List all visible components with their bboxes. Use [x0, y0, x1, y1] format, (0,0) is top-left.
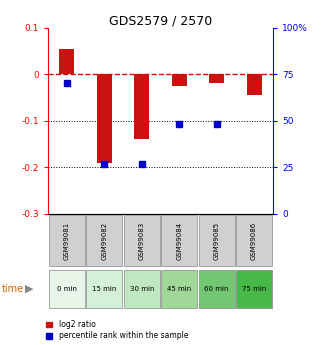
Bar — [236, 270, 272, 308]
Text: time: time — [2, 284, 24, 294]
Bar — [199, 270, 235, 308]
Bar — [124, 215, 160, 266]
Text: 30 min: 30 min — [130, 286, 154, 292]
Text: 15 min: 15 min — [92, 286, 117, 292]
Bar — [86, 215, 122, 266]
Bar — [49, 270, 85, 308]
Text: ▶: ▶ — [25, 284, 33, 294]
Bar — [124, 270, 160, 308]
Bar — [161, 270, 197, 308]
Text: 60 min: 60 min — [204, 286, 229, 292]
Title: GDS2579 / 2570: GDS2579 / 2570 — [109, 14, 212, 28]
Bar — [97, 74, 112, 162]
Text: 75 min: 75 min — [242, 286, 266, 292]
Bar — [209, 74, 224, 83]
Bar — [247, 74, 262, 95]
Bar — [49, 215, 85, 266]
Bar — [236, 215, 272, 266]
Text: GSM99085: GSM99085 — [214, 221, 220, 260]
Text: 45 min: 45 min — [167, 286, 191, 292]
Text: GSM99086: GSM99086 — [251, 221, 257, 260]
Bar — [172, 74, 187, 86]
Bar — [86, 270, 122, 308]
Text: GSM99082: GSM99082 — [101, 221, 107, 260]
Bar — [59, 49, 74, 74]
Bar — [161, 215, 197, 266]
Text: GSM99081: GSM99081 — [64, 221, 70, 260]
Text: 0 min: 0 min — [57, 286, 77, 292]
Text: GSM99083: GSM99083 — [139, 221, 145, 260]
Bar — [199, 215, 235, 266]
Legend: log2 ratio, percentile rank within the sample: log2 ratio, percentile rank within the s… — [46, 319, 189, 341]
Text: GSM99084: GSM99084 — [176, 221, 182, 260]
Bar — [134, 74, 149, 139]
